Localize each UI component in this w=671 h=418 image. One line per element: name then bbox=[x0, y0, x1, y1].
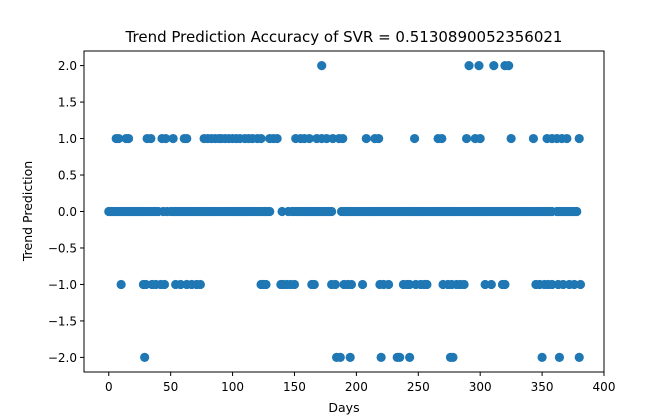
data-point bbox=[500, 279, 510, 290]
data-point bbox=[574, 352, 584, 363]
data-point bbox=[422, 279, 432, 290]
data-point bbox=[474, 60, 484, 71]
data-point bbox=[123, 133, 134, 144]
x-tick-label: 100 bbox=[221, 380, 244, 394]
x-tick-label: 400 bbox=[593, 380, 616, 394]
data-point bbox=[346, 279, 357, 290]
data-point bbox=[304, 133, 314, 144]
y-tick-label: 1.5 bbox=[58, 96, 77, 110]
data-point bbox=[182, 133, 192, 144]
data-point bbox=[405, 352, 415, 363]
data-points bbox=[104, 60, 586, 363]
y-tick-label: 0.5 bbox=[58, 169, 77, 183]
data-point bbox=[574, 133, 584, 144]
data-point bbox=[464, 60, 474, 71]
data-point bbox=[168, 133, 178, 144]
data-point bbox=[374, 133, 384, 144]
y-tick-label: −1.0 bbox=[48, 278, 77, 292]
data-point bbox=[261, 279, 271, 290]
data-point bbox=[572, 206, 582, 217]
data-point bbox=[345, 352, 355, 363]
data-point bbox=[461, 133, 472, 144]
data-point bbox=[327, 206, 337, 217]
y-tick-label: −1.5 bbox=[48, 314, 77, 328]
data-point bbox=[504, 60, 514, 71]
data-point bbox=[317, 60, 327, 71]
data-point bbox=[272, 133, 282, 144]
data-point bbox=[161, 133, 171, 144]
data-point bbox=[361, 133, 371, 144]
x-tick-label: 150 bbox=[283, 380, 306, 394]
data-point bbox=[383, 279, 394, 290]
x-tick-label: 350 bbox=[531, 380, 554, 394]
data-point bbox=[376, 352, 386, 363]
data-point bbox=[475, 133, 485, 144]
data-point bbox=[357, 279, 368, 290]
data-point bbox=[489, 60, 499, 71]
x-tick-label: 300 bbox=[469, 380, 492, 394]
x-tick-label: 0 bbox=[105, 380, 113, 394]
data-point bbox=[486, 279, 496, 290]
data-point bbox=[395, 352, 405, 363]
data-point bbox=[195, 279, 205, 290]
data-point bbox=[437, 133, 447, 144]
data-point bbox=[309, 279, 319, 290]
data-point bbox=[506, 133, 516, 144]
data-point bbox=[528, 133, 539, 144]
x-tick-label: 250 bbox=[407, 380, 430, 394]
x-axis-label: Days bbox=[328, 400, 359, 415]
data-point bbox=[159, 279, 170, 290]
data-point bbox=[554, 352, 565, 363]
data-point bbox=[116, 279, 126, 290]
y-tick-label: 0.0 bbox=[58, 205, 77, 219]
data-point bbox=[537, 352, 547, 363]
data-point bbox=[338, 133, 348, 144]
data-point bbox=[146, 133, 156, 144]
x-tick-label: 50 bbox=[163, 380, 178, 394]
data-point bbox=[114, 133, 124, 144]
y-tick-label: −0.5 bbox=[48, 241, 77, 255]
y-tick-label: 2.0 bbox=[58, 59, 77, 73]
data-point bbox=[330, 279, 340, 290]
data-point bbox=[409, 133, 420, 144]
data-point bbox=[575, 279, 586, 290]
data-point bbox=[256, 133, 266, 144]
data-point bbox=[459, 279, 469, 290]
data-point bbox=[289, 279, 300, 290]
data-point bbox=[265, 206, 275, 217]
y-axis-label: Trend Prediction bbox=[20, 161, 35, 262]
y-tick-label: −2.0 bbox=[48, 351, 77, 365]
y-tick-label: 1.0 bbox=[58, 132, 77, 146]
data-point bbox=[140, 352, 150, 363]
x-tick-label: 200 bbox=[345, 380, 368, 394]
data-point bbox=[562, 133, 572, 144]
data-point bbox=[335, 352, 345, 363]
x-axis: 0 50 100 150 200 250 300 350 400 bbox=[105, 372, 616, 394]
y-axis: −2.0 −1.5 −1.0 −0.5 0.0 0.5 1.0 1.5 2.0 bbox=[48, 59, 84, 365]
chart-title: Trend Prediction Accuracy of SVR = 0.513… bbox=[125, 28, 563, 46]
data-point bbox=[448, 352, 458, 363]
